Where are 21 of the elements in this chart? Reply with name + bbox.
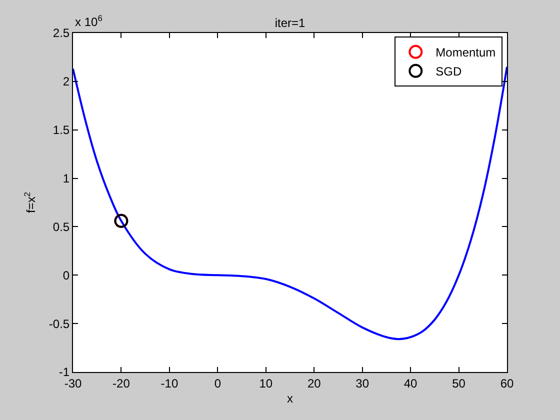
- x-tick-label: -10: [160, 376, 178, 390]
- x-tick-label: 60: [500, 376, 514, 390]
- legend-label: Momentum: [436, 46, 496, 60]
- x-tick-label: 10: [259, 376, 273, 390]
- chart-title: iter=1: [274, 16, 306, 30]
- text: x 10$^{6}$: [75, 13, 103, 30]
- y-tick-label: -0.5: [48, 316, 70, 331]
- y-tick-label: 0.5: [52, 220, 70, 234]
- y-tick-label: 0: [62, 268, 70, 282]
- x-axis-title: x: [287, 391, 293, 406]
- x-tick-label: 40: [404, 376, 418, 390]
- y-tick-label: 2: [62, 74, 70, 89]
- x-tick-label: 30: [356, 376, 370, 390]
- x-tick-label: -20: [112, 376, 130, 390]
- x-tick-label: 20: [307, 376, 322, 390]
- y-tick-label: 1: [62, 171, 70, 186]
- y-tick-label: 2.5: [52, 26, 70, 40]
- y-tick-label: 1.5: [52, 123, 70, 138]
- x-tick-label: 0: [214, 376, 222, 390]
- legend-label: SGD: [436, 64, 462, 79]
- x-tick-label: 50: [452, 376, 466, 390]
